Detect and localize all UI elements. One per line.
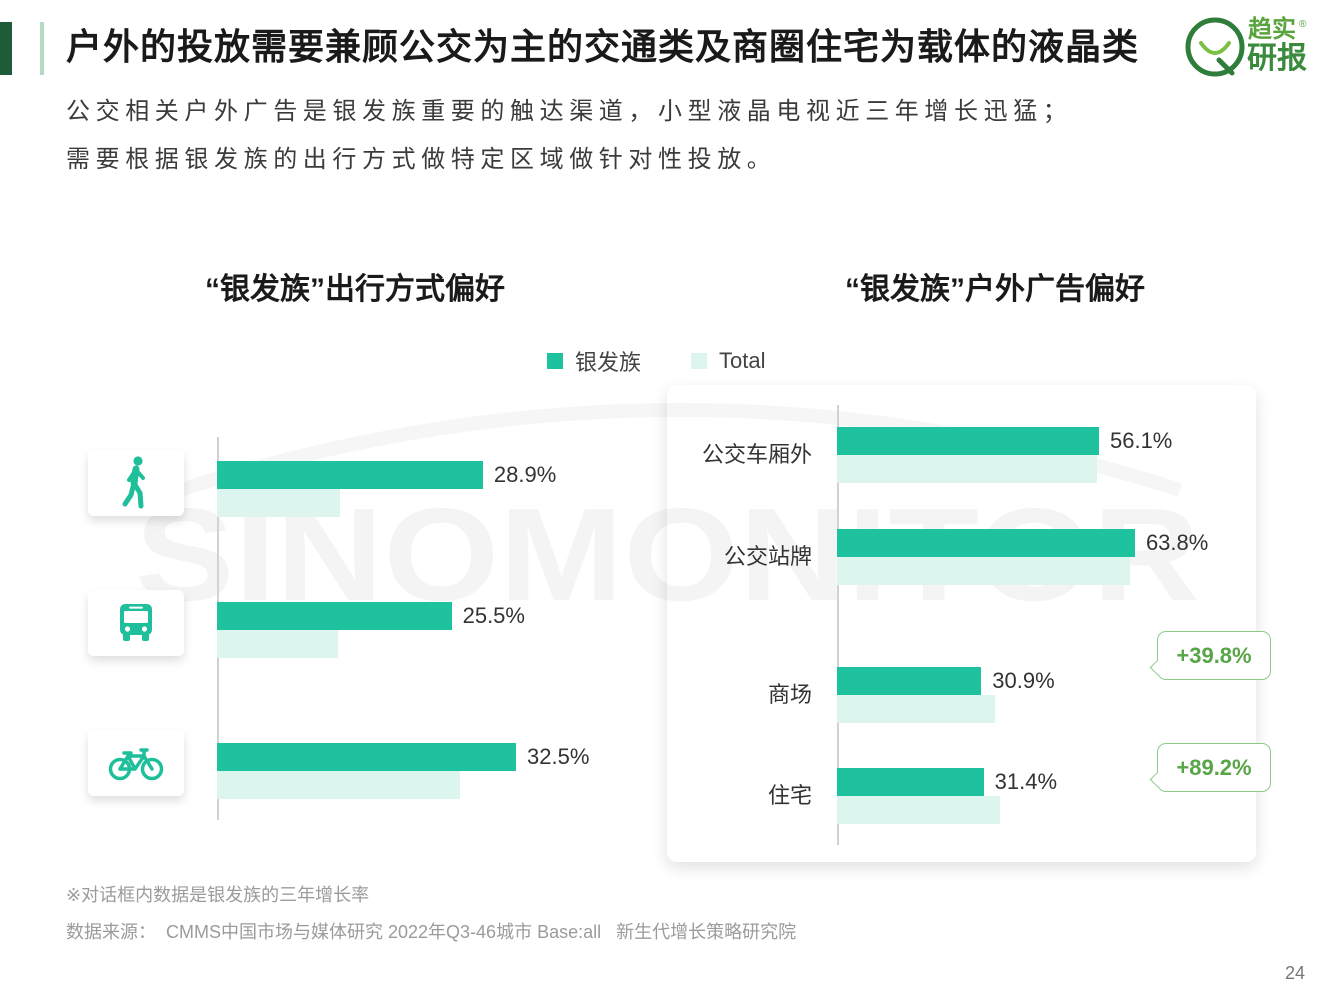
senior-bar	[837, 529, 1135, 557]
legend-label-total: Total	[719, 348, 766, 373]
walking-icon	[121, 456, 151, 510]
header-accent-line	[40, 22, 44, 75]
legend-swatch-senior	[547, 353, 563, 369]
total-bar	[837, 695, 996, 723]
growth-rate-callout: +39.8%	[1149, 631, 1271, 680]
total-bar	[837, 557, 1130, 585]
header-accent-bar	[0, 22, 12, 75]
legend-item-senior: 银发族	[547, 345, 641, 377]
logo-name-bottom: 研报	[1247, 42, 1307, 75]
chart-legend: 银发族 Total	[547, 347, 766, 375]
callout-pointer	[1149, 659, 1165, 676]
travel-chart-title: “银发族”出行方式偏好	[205, 273, 505, 306]
category-label: 公交车厢外	[701, 442, 812, 467]
value-label: 28.9%	[493, 462, 557, 487]
travel-mode-chart: 28.9% 25.5% 32.5%	[60, 430, 660, 830]
legend-label-senior: 银发族	[575, 350, 642, 375]
outdoor-ad-chart-title: “银发族”户外广告偏好	[845, 273, 1145, 306]
category-icon-card	[88, 730, 184, 796]
value-label: 30.9%	[992, 668, 1055, 693]
summary-line-2: 需要根据银发族的出行方式做特定区域做针对性投放。	[66, 146, 777, 173]
total-bar	[217, 771, 460, 799]
growth-rate-label: +39.8%	[1176, 642, 1252, 668]
senior-bar	[217, 602, 452, 630]
logo-name-top: 趋实	[1248, 16, 1296, 43]
summary-line-1: 公交相关户外广告是银发族重要的触达渠道，小型液晶电视近三年增长迅猛；	[66, 98, 1073, 125]
summary-text: 公交相关户外广告是银发族重要的触达渠道，小型液晶电视近三年增长迅猛； 需要根据银…	[66, 88, 1072, 184]
page-number: 24	[1284, 963, 1305, 983]
growth-rate-callout: +89.2%	[1149, 743, 1271, 792]
total-bar	[837, 455, 1098, 483]
bicycle-icon	[108, 745, 164, 781]
category-icon-card	[88, 450, 184, 516]
category-label: 公交站牌	[723, 544, 812, 569]
legend-swatch-total	[691, 353, 708, 369]
callout-pointer	[1149, 771, 1165, 788]
senior-bar	[837, 427, 1099, 455]
senior-bar	[217, 461, 483, 489]
legend-item-total: Total	[691, 348, 766, 374]
value-label: 56.1%	[1109, 428, 1173, 453]
total-bar	[217, 630, 338, 658]
logo-registered-mark: ®	[1299, 19, 1307, 30]
bus-icon	[118, 603, 154, 643]
outdoor-ad-chart: 公交车厢外公交站牌商场住宅 56.1% 63.8% 30.9% 31.4% +39.8% +…	[667, 385, 1271, 862]
category-label: 商场	[767, 682, 812, 707]
total-bar	[217, 489, 341, 517]
value-label: 32.5%	[527, 744, 590, 769]
data-source: 数据来源： CMMS中国市场与媒体研究 2022年Q3-46城市 Base:al…	[66, 922, 797, 942]
value-label: 63.8%	[1145, 530, 1209, 555]
value-label: 25.5%	[462, 603, 525, 628]
q-circle-logo-icon	[1185, 17, 1245, 77]
category-label: 住宅	[767, 783, 812, 808]
page-title: 户外的投放需要兼顾公交为主的交通类及商圈住宅为载体的液晶类	[66, 26, 1140, 67]
total-bar	[837, 796, 1000, 824]
value-label: 31.4%	[994, 769, 1058, 794]
senior-bar	[217, 743, 516, 771]
senior-bar	[837, 768, 984, 796]
category-axis	[837, 405, 839, 845]
senior-bar	[837, 667, 982, 695]
footnote: ※对话框内数据是银发族的三年增长率	[66, 885, 370, 905]
category-icon-card	[88, 590, 184, 656]
growth-rate-label: +89.2%	[1176, 754, 1252, 780]
